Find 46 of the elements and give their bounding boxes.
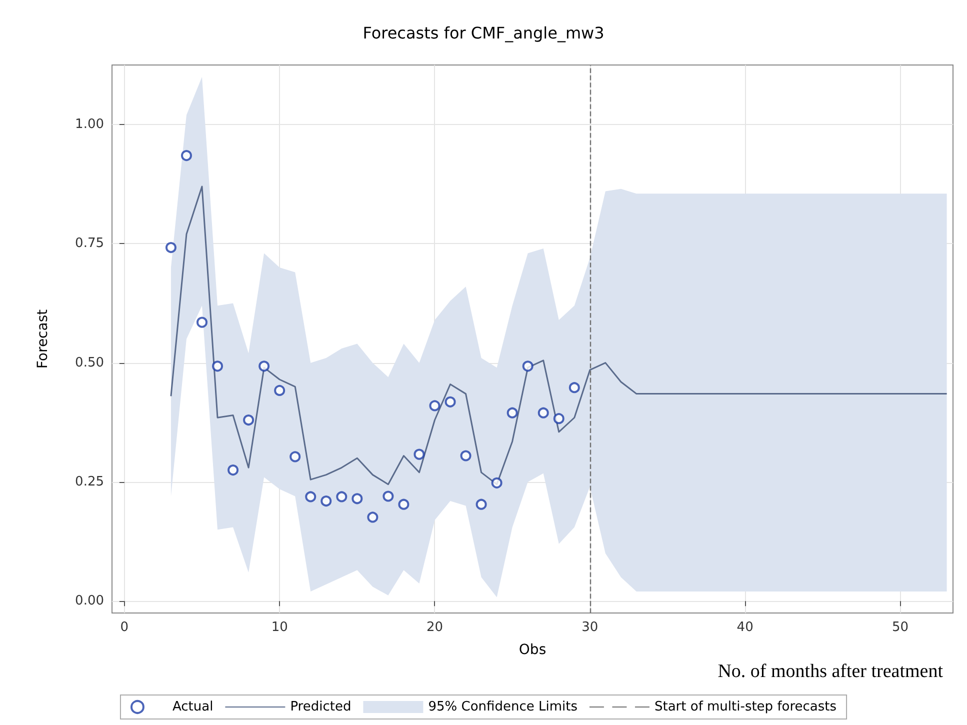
point [398, 498, 410, 510]
legend-label: Start of multi-step forecasts [654, 700, 837, 714]
point [568, 382, 580, 394]
legend-label: Predicted [290, 700, 352, 714]
y-tick-label: 1.00 [75, 117, 104, 132]
point [553, 413, 564, 424]
point [243, 414, 254, 426]
point [414, 448, 425, 460]
point [290, 451, 301, 462]
point [336, 491, 348, 502]
y-axis-title: Forecast [35, 308, 51, 369]
y-tick-label: 0.75 [75, 236, 104, 252]
x-tick-label: 40 [736, 620, 754, 635]
point [522, 360, 534, 372]
point [460, 450, 472, 462]
chart-title: Forecasts for CMF_angle_mw3 [362, 24, 604, 42]
point [180, 150, 192, 162]
point [506, 407, 518, 418]
y-tick-label: 0.00 [75, 594, 104, 609]
y-tick-label: 0.25 [75, 474, 104, 490]
point [476, 498, 487, 510]
point [258, 360, 270, 372]
point [165, 242, 176, 254]
point [382, 490, 394, 502]
point [538, 407, 549, 418]
x-tick-label: 30 [582, 620, 598, 635]
point [274, 384, 286, 396]
point [352, 493, 363, 504]
point [320, 496, 332, 507]
x-tick-label: 10 [271, 620, 288, 635]
x-tick-label: 20 [426, 620, 444, 635]
point [212, 360, 224, 372]
point [367, 512, 378, 523]
text: 95% Confidence Limits [428, 700, 578, 714]
text: No. of months after treatment [718, 661, 944, 682]
y-tick-label: 0.50 [75, 355, 104, 370]
legend-label: Actual [172, 700, 214, 714]
point [444, 396, 456, 408]
point [491, 477, 502, 488]
point [196, 316, 208, 328]
point [429, 400, 440, 412]
point [228, 464, 239, 476]
point [305, 491, 316, 502]
x-tick-label: 0 [120, 620, 129, 635]
x-axis-title: Obs [518, 642, 546, 658]
x-tick-label: 50 [892, 620, 909, 635]
